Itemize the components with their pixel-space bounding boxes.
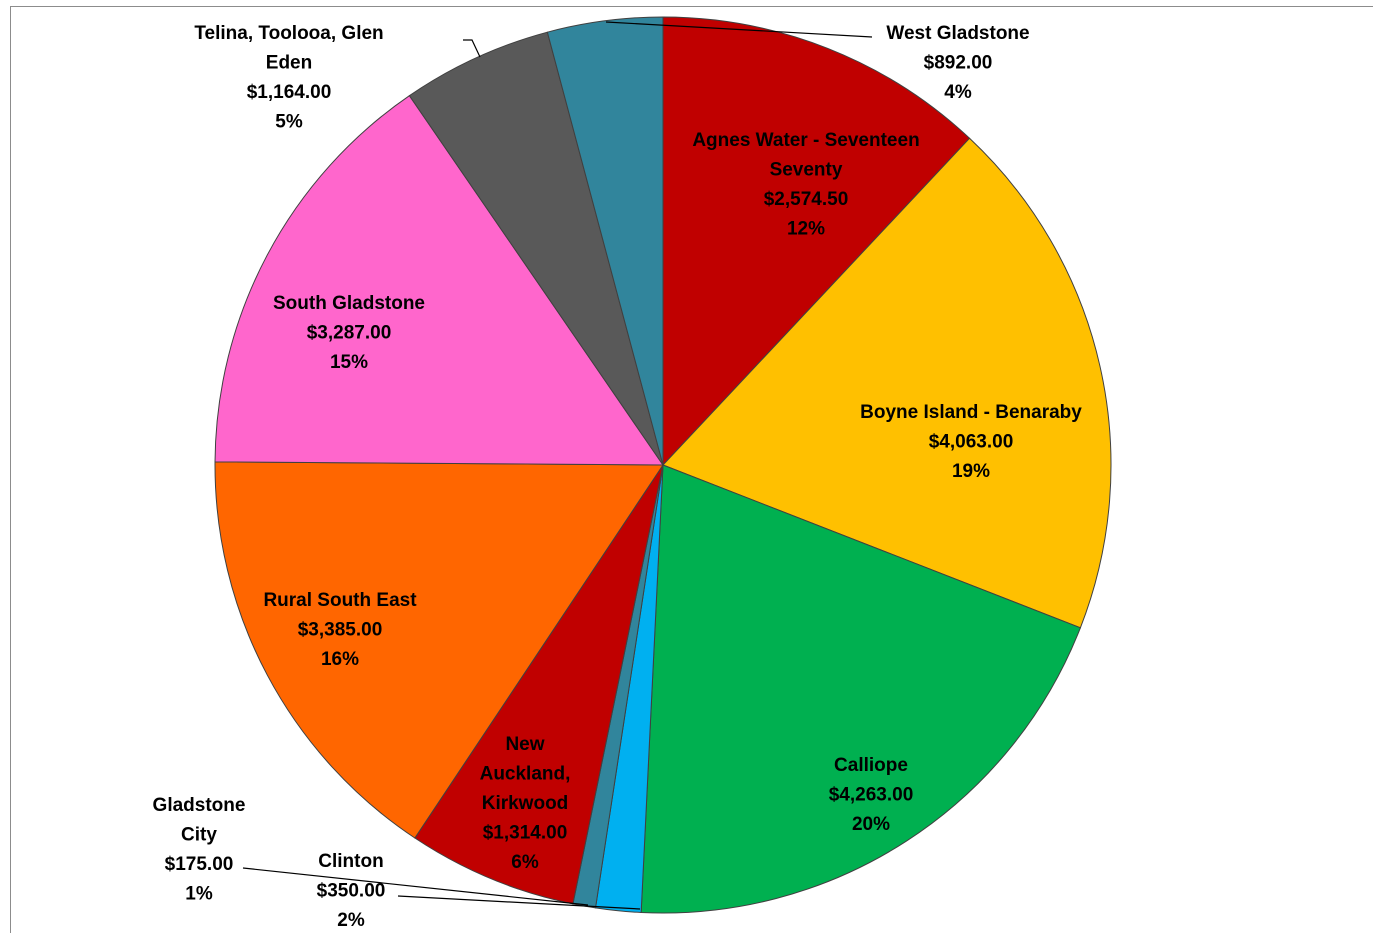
slice-agnes-water-seventeen-seventy <box>662 16 971 467</box>
data-label-boyne-island-benaraby: Boyne Island - Benaraby $4,063.00 19% <box>860 402 1082 482</box>
slice-boyne-island-benaraby <box>662 137 1112 629</box>
slice-labels: Agnes Water - Seventeen Seventy $2,574.50 1… <box>153 23 1083 931</box>
leader-line-gladstone-city <box>242 867 589 906</box>
data-label-clinton: Clinton $350.00 2% <box>317 851 386 931</box>
data-label-gladstone-city: Gladstone City $175.00 1% <box>153 795 246 905</box>
data-label-west-gladstone: West Gladstone $892.00 4% <box>886 23 1029 103</box>
slice-rural-south-east <box>214 461 664 839</box>
slice-telina-toolooa-glen-eden <box>408 31 664 466</box>
data-label-telina-toolooa-glen-eden: Telina, Toolooa, Glen Eden $1,164.00 5% <box>194 23 383 133</box>
data-label-calliope: Calliope $4,263.00 20% <box>829 755 914 835</box>
data-label-agnes-water-seventeen-seventy: Agnes Water - Seventeen Seventy $2,574.50 1… <box>692 130 919 240</box>
chart-area <box>10 6 1373 933</box>
leader-lines <box>242 21 873 910</box>
slice-calliope <box>640 464 1082 914</box>
slice-west-gladstone <box>546 16 664 466</box>
pie-slices <box>214 16 1112 914</box>
leader-line-clinton <box>397 895 641 910</box>
leader-line-telina-toolooa-glen-eden <box>463 39 481 58</box>
data-label-new-auckland-kirkwood: New Auckland, Kirkwood $1,314.00 6% <box>480 734 571 873</box>
slice-south-gladstone <box>214 94 664 466</box>
data-label-rural-south-east: Rural South East $3,385.00 16% <box>263 590 417 670</box>
data-label-south-gladstone: South Gladstone $3,287.00 15% <box>273 293 425 373</box>
leader-line-west-gladstone <box>605 21 873 38</box>
